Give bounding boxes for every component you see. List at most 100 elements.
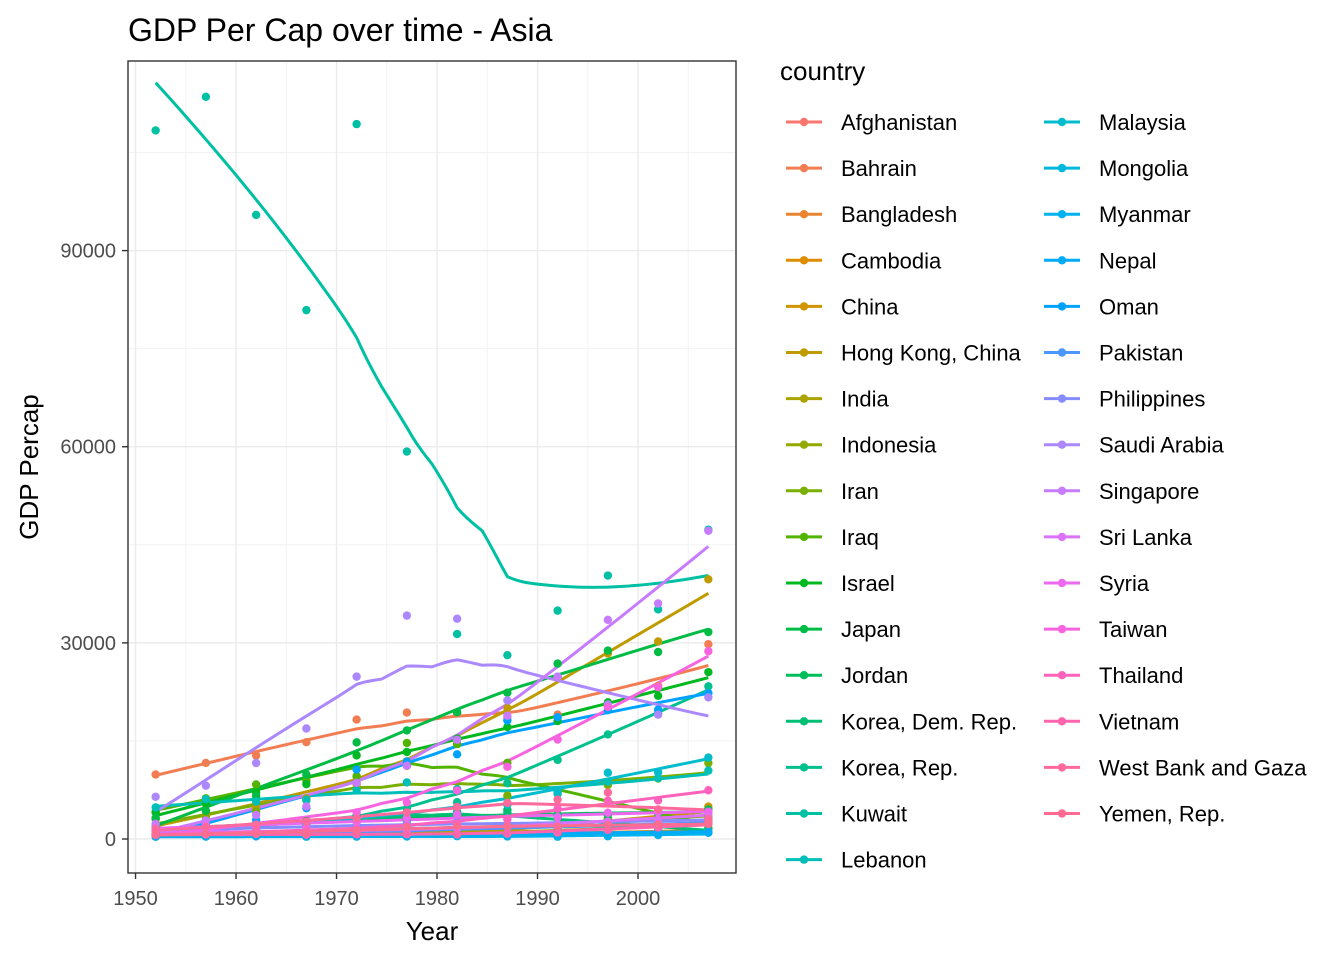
- legend-item: Bahrain: [786, 156, 917, 181]
- legend-item: Saudi Arabia: [1044, 433, 1225, 458]
- legend-label: India: [841, 387, 889, 412]
- data-point: [402, 798, 412, 807]
- data-point: [352, 778, 361, 787]
- data-point: [553, 735, 562, 744]
- legend-item: Yemen, Rep.: [1044, 802, 1225, 827]
- legend-key-point: [1057, 717, 1067, 726]
- legend-item: Iran: [786, 479, 879, 504]
- data-point: [452, 614, 462, 623]
- data-point: [704, 627, 713, 637]
- y-tick-label: 60000: [60, 437, 116, 459]
- data-point: [603, 768, 613, 777]
- legend-item: Taiwan: [1044, 617, 1167, 642]
- legend-label: Singapore: [1099, 479, 1199, 504]
- legend-key-point: [799, 532, 809, 542]
- legend-key-point: [799, 486, 809, 495]
- legend-key-point: [1057, 394, 1067, 403]
- data-point: [402, 611, 412, 620]
- data-point: [704, 640, 713, 649]
- data-point: [653, 691, 663, 700]
- data-point: [503, 807, 512, 817]
- legend-key-point: [1057, 671, 1067, 680]
- legend-label: Syria: [1099, 571, 1150, 596]
- data-point: [251, 751, 261, 760]
- trend-line: [155, 823, 709, 837]
- data-point: [553, 787, 562, 796]
- data-point: [251, 210, 261, 220]
- legend-item: Korea, Dem. Rep.: [786, 709, 1017, 734]
- legend-item: West Bank and Gaza: [1044, 755, 1307, 780]
- legend-title: country: [780, 56, 865, 86]
- legend-label: Japan: [841, 617, 901, 642]
- data-point: [653, 796, 663, 805]
- legend-label: Philippines: [1099, 387, 1205, 412]
- legend-key-point: [799, 671, 809, 680]
- legend-item: Kuwait: [786, 802, 907, 827]
- x-tick-label: 1980: [415, 888, 460, 910]
- data-point: [603, 777, 613, 786]
- legend-label: Korea, Rep.: [841, 755, 958, 780]
- data-point: [201, 758, 211, 768]
- data-point: [352, 119, 361, 129]
- data-point: [603, 730, 613, 739]
- legend-item: India: [786, 387, 889, 412]
- legend-label: Taiwan: [1099, 617, 1167, 642]
- legend-label: Pakistan: [1099, 341, 1183, 366]
- data-point: [503, 829, 512, 838]
- legend-label: Oman: [1099, 294, 1159, 319]
- legend-label: Bangladesh: [841, 202, 957, 227]
- legend-label: Hong Kong, China: [841, 341, 1022, 366]
- legend-item: Hong Kong, China: [786, 341, 1022, 366]
- data-point: [653, 599, 663, 608]
- data-point: [201, 92, 211, 102]
- data-point: [553, 804, 562, 814]
- data-point: [352, 765, 361, 774]
- data-point: [653, 773, 663, 783]
- plot-border: [127, 60, 737, 874]
- data-point: [653, 768, 663, 777]
- legend-label: Korea, Dem. Rep.: [841, 709, 1017, 734]
- legend-key-point: [1057, 256, 1067, 265]
- data-point: [603, 702, 613, 712]
- legend-item: Syria: [1044, 571, 1150, 596]
- data-point: [503, 798, 512, 808]
- data-point: [704, 647, 713, 656]
- data-point: [302, 305, 311, 315]
- data-point: [452, 830, 462, 839]
- data-point: [603, 808, 613, 817]
- data-point: [553, 828, 562, 837]
- data-point: [402, 747, 412, 757]
- data-point: [302, 724, 311, 733]
- legend-label: Cambodia: [841, 248, 942, 273]
- legend-key-point: [1057, 532, 1067, 542]
- plot-background: [128, 61, 736, 873]
- legend-item: Korea, Rep.: [786, 755, 958, 780]
- data-point: [503, 779, 512, 788]
- data-point: [452, 786, 462, 795]
- data-point: [251, 829, 261, 838]
- legend-key-point: [1057, 117, 1067, 127]
- data-point: [402, 761, 412, 770]
- data-point: [402, 708, 412, 717]
- data-point: [603, 571, 613, 580]
- legend-item: Myanmar: [1044, 202, 1191, 227]
- trend-line: [155, 772, 709, 808]
- data-point: [553, 672, 562, 682]
- data-point: [201, 822, 211, 832]
- data-point: [653, 805, 663, 814]
- data-point: [503, 722, 512, 732]
- legend-label: Bahrain: [841, 156, 917, 181]
- data-point: [704, 753, 713, 762]
- data-point: [151, 803, 160, 812]
- legend-key-point: [799, 440, 809, 449]
- data-point: [553, 812, 562, 822]
- data-point: [452, 708, 462, 717]
- legend-item: Thailand: [1044, 663, 1183, 688]
- legend-item: Israel: [786, 571, 895, 596]
- legend-label: Kuwait: [841, 802, 907, 827]
- data-point: [151, 792, 160, 801]
- legend-key-point: [799, 348, 809, 357]
- y-tick-label: 30000: [60, 633, 116, 655]
- legend-key-point: [1057, 624, 1067, 634]
